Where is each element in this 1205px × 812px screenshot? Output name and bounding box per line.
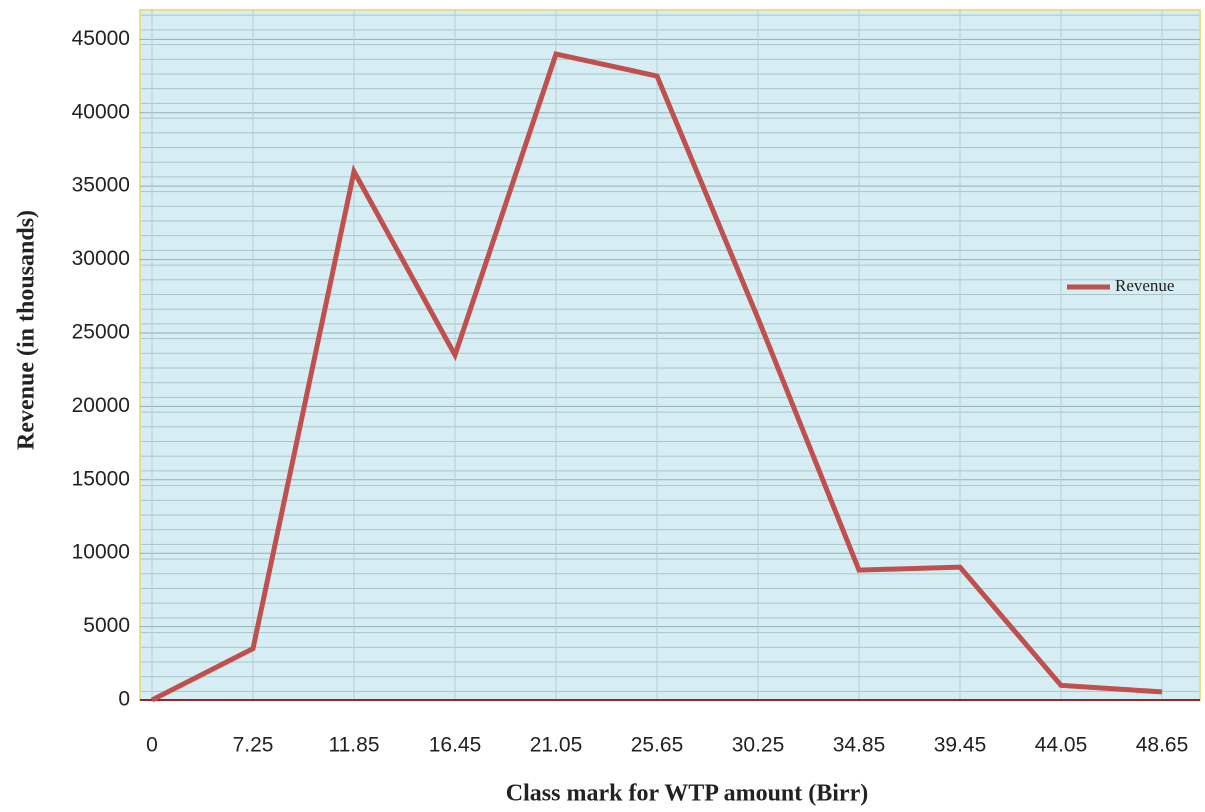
x-tick-label: 39.45: [934, 734, 987, 757]
x-tick-label: 21.05: [530, 734, 583, 757]
x-tick-label: 44.05: [1035, 734, 1088, 757]
x-tick-label: 16.45: [429, 734, 482, 757]
line: [150, 51, 1163, 703]
y-tick-label: 45000: [72, 27, 130, 50]
x-tick-label: 30.25: [732, 734, 785, 757]
x-tick-label: 0: [146, 734, 158, 757]
y-tick-label: 35000: [72, 174, 130, 197]
y-tick-label: 30000: [72, 247, 130, 270]
y-tick-label: 25000: [72, 321, 130, 344]
x-axis-title: Class mark for WTP amount (Birr): [506, 781, 868, 807]
x-tick-label: 25.65: [631, 734, 684, 757]
y-tick-label: 0: [118, 688, 130, 711]
x-tick-label: 11.85: [329, 734, 380, 757]
y-tick-label: 40000: [72, 100, 130, 123]
y-tick-label: 15000: [72, 467, 130, 490]
y-axis-title: Revenue (in thousands): [14, 210, 40, 450]
y-tick-label: 5000: [83, 614, 130, 637]
legend-label: Revenue: [1115, 276, 1174, 295]
y-tick-label: 10000: [72, 541, 130, 564]
x-tick-label: 34.85: [833, 734, 886, 757]
x-tick-label: 48.65: [1136, 734, 1189, 757]
x-tick-label: 7.25: [233, 734, 274, 757]
y-tick-label: 20000: [72, 394, 130, 417]
